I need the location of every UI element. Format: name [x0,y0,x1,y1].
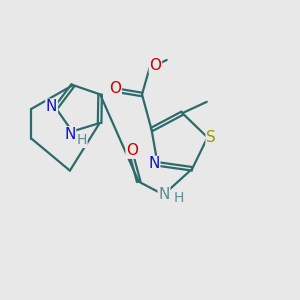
Text: O: O [109,81,121,96]
Text: N: N [46,99,57,114]
Text: S: S [206,130,216,145]
Text: H: H [174,190,184,205]
Text: N: N [148,156,160,171]
Text: N: N [158,187,169,202]
Text: O: O [149,58,161,73]
Text: O: O [126,143,138,158]
Text: N: N [64,127,76,142]
Text: H: H [76,133,87,147]
